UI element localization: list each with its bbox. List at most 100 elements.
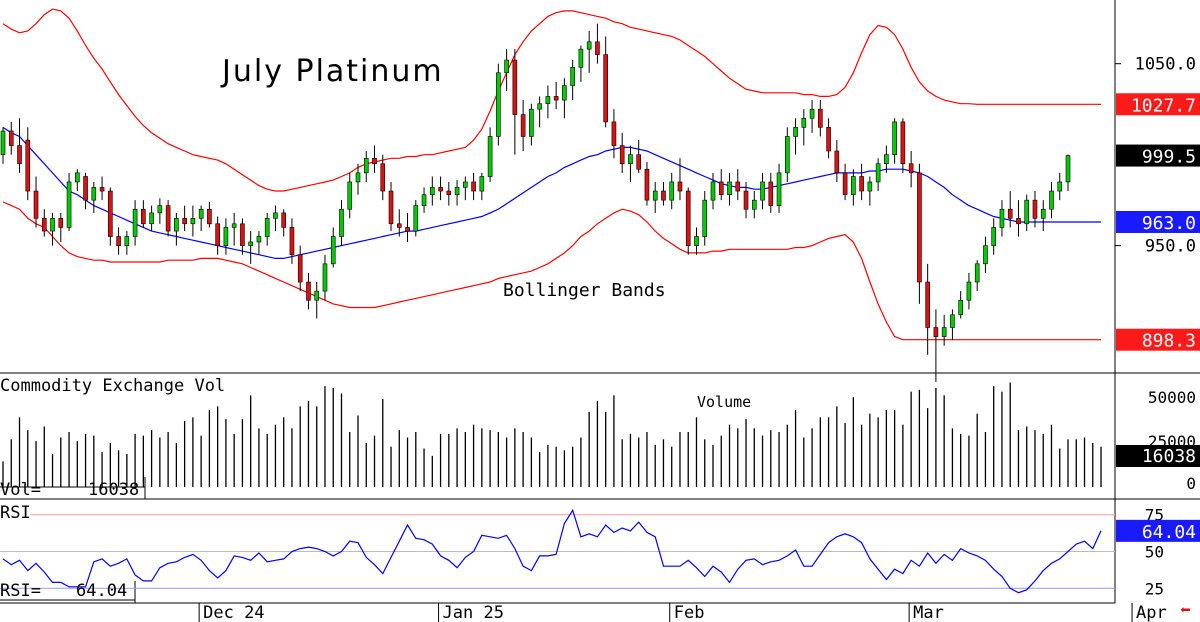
candle-body [578,48,584,68]
x-tick-label: Apr [1136,603,1167,622]
candle-body [669,181,675,201]
candle [108,187,113,246]
candle [41,209,47,237]
candle [33,176,39,228]
scroll-left-arrow-icon[interactable]: ⬅ [1180,600,1191,621]
candle [892,118,897,164]
candle-body [950,314,955,328]
candle-body [718,181,724,195]
candle-body [75,172,80,183]
candle-body [91,187,97,201]
candle-body [215,223,220,246]
candle-body [595,41,600,55]
candle [396,209,402,237]
candle [999,200,1005,237]
candle [273,205,278,232]
candle-body [231,223,237,228]
candle-body [743,190,749,210]
candle-body [33,190,39,219]
candle-body [165,205,171,232]
candle [562,78,567,119]
candle [157,198,163,224]
candle [281,209,286,237]
candle-body [966,281,972,301]
candle-body [785,136,790,174]
volume-tag-label: 16038 [1142,446,1196,467]
candle [240,218,245,255]
candle [363,151,369,182]
candle [380,154,386,201]
candle [438,176,443,201]
candle [950,309,955,341]
candle [826,118,831,159]
candle [917,163,922,304]
candle-body [685,190,691,246]
candle [223,218,229,255]
candle-body [636,154,641,170]
upper-band-line [2,8,1101,192]
candle [677,158,683,201]
volume-bars [2,382,1102,487]
rsi-line [2,508,1102,594]
rsi-tick-label: 50 [1145,543,1164,562]
candle-body [1032,199,1038,219]
volume-tick-label: 50000 [1148,388,1196,407]
candle [702,191,708,246]
candle [661,181,666,206]
candle-body [149,212,154,225]
x-tick-label: Mar [913,603,944,622]
candle [694,227,699,255]
candle [83,172,88,210]
candle [958,291,963,319]
candle [941,314,947,346]
candle [685,187,691,255]
candle-body [182,218,187,225]
candle [256,231,262,255]
candle [669,172,675,210]
candle [231,212,237,246]
candle-body [297,254,303,283]
candle-body [240,223,245,246]
candle [141,200,146,228]
candle [124,231,130,255]
candle [314,282,320,319]
candle [413,200,419,237]
candle-body [339,208,344,237]
candle [545,85,551,119]
candle-body [157,205,163,214]
candle [91,181,97,213]
candle-body [132,208,138,237]
candle-body [198,208,204,219]
candle-body [958,299,963,316]
candle-body [925,281,930,328]
candle-body [207,208,212,225]
candle-body [859,176,864,192]
candle-body [545,96,551,105]
candle [487,127,493,182]
candle [644,161,650,206]
candle-body [289,227,295,256]
candle [735,169,741,201]
candle-body [264,218,270,237]
candle-body [174,218,179,232]
candle [553,81,559,110]
candle [785,127,790,182]
candle-body [487,136,493,177]
candle-body [776,172,782,206]
candle [165,200,171,237]
candle-body [586,41,592,50]
candle-body [908,163,914,174]
price-tag-label: 999.5 [1142,147,1196,168]
candle-body [372,157,377,165]
candle [760,172,765,210]
candle-body [892,121,897,155]
x-tick-label: Dec 24 [203,603,264,622]
candle-body [644,168,650,201]
volume-panel-title: Commodity Exchange Vol [0,376,226,396]
candle-body [826,127,831,152]
candle [430,176,435,206]
candle [751,191,757,219]
candle [991,218,996,255]
candle-body [463,181,468,188]
candle-body [1049,190,1054,210]
